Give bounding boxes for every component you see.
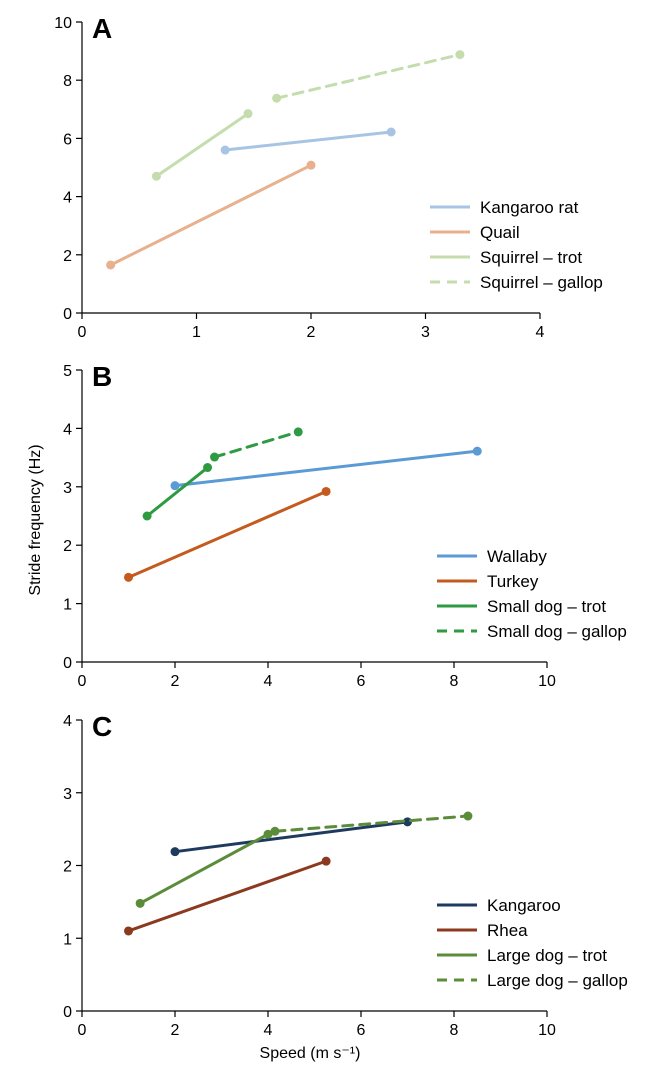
y-tick-label: 3 <box>63 786 72 803</box>
series-line <box>109 163 313 267</box>
x-tick-label: 6 <box>357 1022 366 1039</box>
y-tick-label: 0 <box>63 1004 72 1021</box>
y-tick-label: 1 <box>63 931 72 948</box>
x-tick-label: 4 <box>264 1022 273 1039</box>
series-line <box>223 130 393 152</box>
series-line <box>173 820 409 854</box>
series-line <box>213 430 300 459</box>
series-line <box>127 489 328 579</box>
data-point <box>135 898 145 908</box>
x-tick-label: 8 <box>450 1022 459 1039</box>
legend-entry: Small dog – trot <box>487 597 606 616</box>
data-point <box>272 93 282 103</box>
data-point <box>243 109 253 119</box>
data-point <box>306 160 316 170</box>
x-tick-label: 10 <box>538 673 556 690</box>
series-line <box>154 112 250 178</box>
y-tick-label: 10 <box>54 15 72 32</box>
data-point <box>106 260 116 270</box>
legend-entry: Turkey <box>487 572 539 591</box>
x-tick-label: 0 <box>78 1022 87 1039</box>
data-point <box>293 427 303 437</box>
x-tick-label: 3 <box>421 324 430 341</box>
x-tick-label: 1 <box>192 324 201 341</box>
x-tick-label: 2 <box>307 324 316 341</box>
data-point <box>151 171 161 181</box>
legend-entry: Small dog – gallop <box>487 622 627 641</box>
x-tick-label: 4 <box>536 324 545 341</box>
y-tick-label: 4 <box>63 421 72 438</box>
x-tick-label: 6 <box>357 673 366 690</box>
data-point <box>455 50 465 60</box>
legend-entry: Rhea <box>487 921 528 940</box>
legend-entry: Squirrel – gallop <box>480 273 603 292</box>
series-line <box>273 814 470 833</box>
y-tick-label: 2 <box>63 538 72 555</box>
x-axis-title: Speed (m s⁻¹) <box>260 1045 361 1062</box>
y-tick-label: 2 <box>63 248 72 265</box>
series-line <box>127 859 328 933</box>
y-tick-label: 6 <box>63 131 72 148</box>
y-tick-label: 3 <box>63 480 72 497</box>
y-tick-label: 4 <box>63 713 72 730</box>
data-point <box>170 847 180 857</box>
y-tick-label: 1 <box>63 597 72 614</box>
x-tick-label: 8 <box>450 673 459 690</box>
legend-entry: Wallaby <box>487 547 547 566</box>
legend-entry: Large dog – trot <box>487 946 607 965</box>
data-point <box>472 446 482 456</box>
series-line <box>173 449 479 488</box>
y-tick-label: 0 <box>63 655 72 672</box>
data-point <box>321 486 331 496</box>
data-point <box>203 463 213 473</box>
legend-entry: Quail <box>480 223 520 242</box>
x-tick-label: 2 <box>171 1022 180 1039</box>
data-point <box>124 926 133 936</box>
legend-entry: Kangaroo <box>487 896 561 915</box>
data-point <box>210 452 220 462</box>
data-point <box>124 572 133 582</box>
y-tick-label: 0 <box>63 306 72 323</box>
x-tick-label: 10 <box>538 1022 556 1039</box>
data-point <box>386 127 396 137</box>
data-point <box>142 511 152 521</box>
data-point <box>263 829 273 839</box>
series-line <box>145 466 210 518</box>
y-tick-label: 8 <box>63 73 72 90</box>
x-tick-label: 0 <box>78 324 87 341</box>
panel-letter: C <box>92 711 112 742</box>
y-axis-title: Stride frequency (Hz) <box>27 444 44 595</box>
legend-entry: Large dog – gallop <box>487 971 628 990</box>
panel-letter: B <box>92 361 112 392</box>
legend-entry: Squirrel – trot <box>480 248 582 267</box>
data-point <box>220 145 230 155</box>
series-line <box>138 832 270 905</box>
panel-b: 0 2 4 6 8 10 0 1 2 3 4 5 B Wallaby Turkey Small dog – t… <box>63 361 627 690</box>
data-point <box>463 811 473 821</box>
y-tick-label: 4 <box>63 190 72 207</box>
panel-c: 0 2 4 6 8 10 0 1 2 3 4 C Kangaroo Rhea Large dog – tro… <box>63 711 628 1039</box>
data-point <box>170 481 180 491</box>
legend-entry: Kangaroo rat <box>480 198 579 217</box>
data-point <box>270 826 280 836</box>
y-tick-label: 5 <box>63 363 72 380</box>
data-point <box>321 856 331 866</box>
y-tick-label: 2 <box>63 859 72 876</box>
x-tick-label: 0 <box>78 673 87 690</box>
x-tick-label: 4 <box>264 673 273 690</box>
panel-letter: A <box>92 13 112 44</box>
series-line <box>275 53 462 100</box>
panel-a: 0 1 2 3 4 0 2 4 6 8 10 A Kangaroo rat Quail Squirrel –… <box>54 13 603 341</box>
x-tick-label: 2 <box>171 673 180 690</box>
